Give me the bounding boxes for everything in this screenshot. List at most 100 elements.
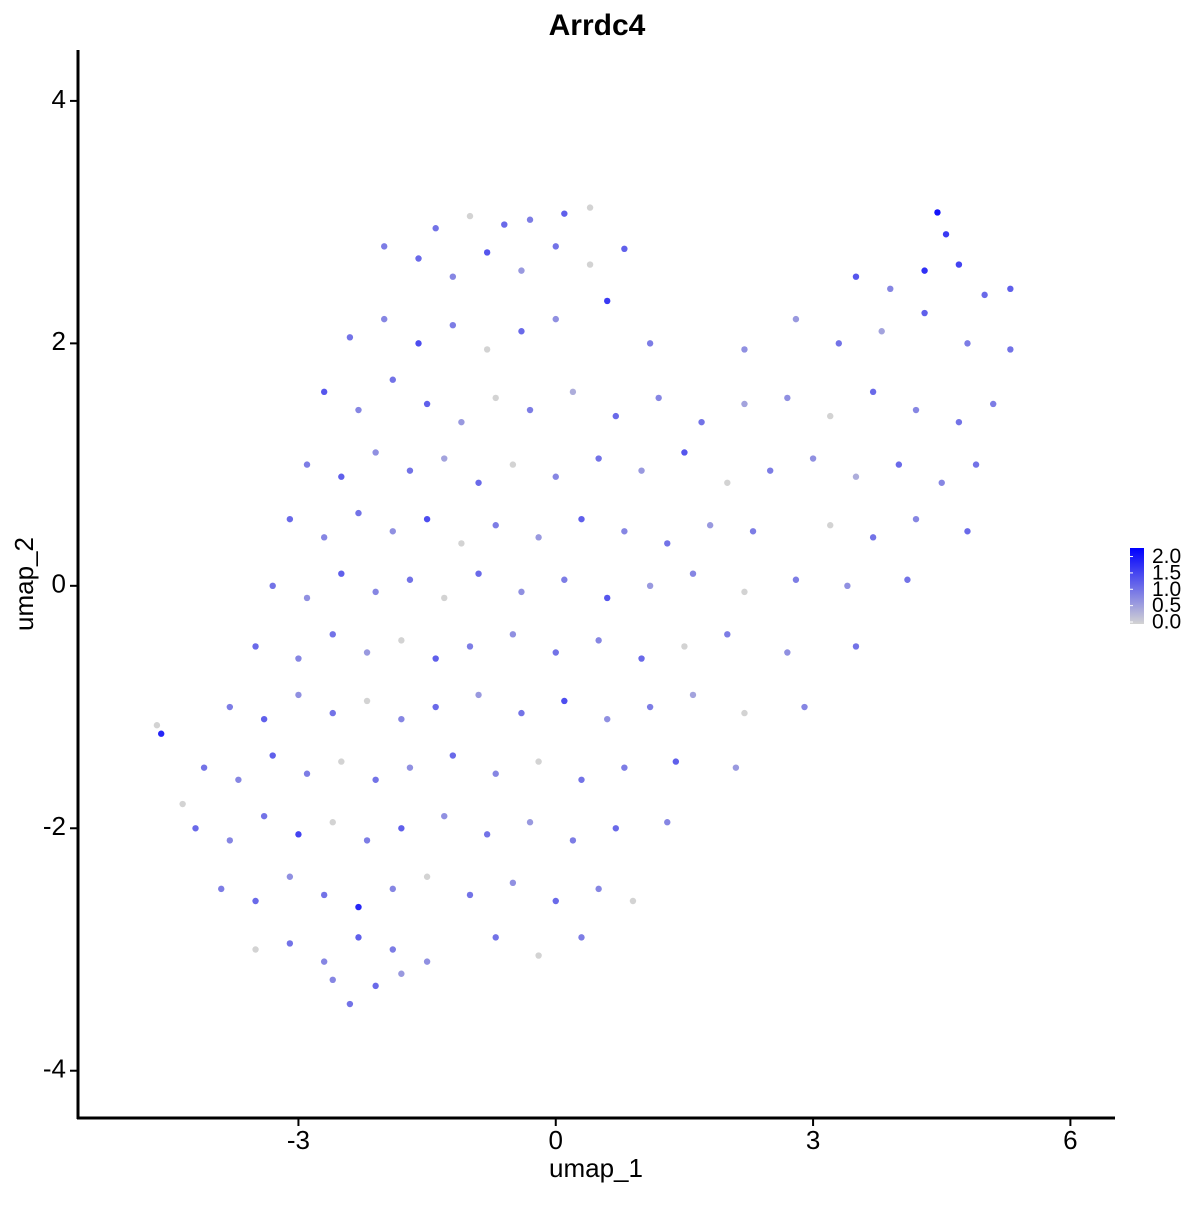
point (355, 934, 362, 941)
point (329, 819, 336, 826)
point (638, 467, 645, 474)
point (329, 631, 336, 638)
point (509, 461, 517, 468)
colorbar-tick-label: 2.0 (1152, 545, 1181, 568)
point (672, 758, 680, 765)
point (475, 691, 482, 699)
point (869, 388, 877, 396)
colorbar-tick-label: 0.5 (1152, 594, 1181, 617)
point (415, 340, 422, 347)
point (295, 831, 302, 838)
point (432, 225, 439, 232)
point (518, 267, 525, 274)
point (706, 522, 714, 529)
point (355, 406, 362, 414)
point (303, 770, 311, 777)
point (389, 946, 396, 953)
point (792, 576, 800, 583)
point (260, 812, 268, 820)
colorbar (1130, 548, 1144, 624)
point (578, 515, 585, 523)
point (286, 515, 294, 523)
point (423, 958, 431, 965)
point (561, 210, 568, 217)
point (869, 534, 877, 541)
point (646, 703, 654, 711)
point (355, 903, 362, 911)
point (320, 388, 328, 396)
point (338, 473, 345, 480)
point (475, 479, 482, 486)
point (509, 631, 517, 638)
point (423, 400, 431, 408)
point (303, 594, 311, 602)
point (535, 758, 542, 765)
point (226, 837, 234, 844)
y-tick-label: 0 (52, 569, 66, 599)
point (153, 722, 161, 729)
point (655, 394, 662, 402)
point (269, 582, 276, 590)
point (509, 879, 517, 887)
point (432, 655, 439, 662)
y-tick-label: -4 (43, 1054, 66, 1084)
point (466, 891, 474, 899)
chart-title: Arrdc4 (549, 9, 646, 42)
point (432, 703, 439, 711)
point (586, 204, 594, 211)
point (844, 582, 851, 590)
point (595, 885, 602, 893)
point (621, 764, 628, 771)
point (381, 243, 388, 250)
point (878, 328, 885, 335)
point (398, 825, 405, 832)
point (852, 643, 860, 650)
point (638, 655, 645, 662)
point (466, 212, 474, 220)
point (483, 249, 491, 256)
point (749, 528, 757, 535)
point (621, 245, 628, 253)
point (964, 528, 971, 535)
point (252, 946, 259, 953)
point (955, 261, 963, 268)
point (286, 940, 294, 947)
point (518, 709, 525, 717)
point (595, 455, 602, 462)
point (363, 697, 371, 705)
point (561, 697, 568, 705)
point (895, 461, 903, 468)
point (801, 703, 808, 711)
point (595, 637, 602, 644)
point (492, 770, 499, 777)
point (363, 649, 371, 656)
point (912, 515, 920, 523)
points (153, 204, 1014, 1008)
point (535, 952, 542, 959)
point (286, 873, 294, 880)
point (346, 1000, 354, 1008)
point (329, 709, 336, 717)
point (518, 328, 525, 335)
point (423, 873, 431, 880)
point (827, 412, 834, 420)
point (269, 752, 276, 759)
point (1007, 285, 1014, 293)
point (406, 576, 414, 583)
point (741, 346, 748, 353)
point (741, 400, 748, 408)
point (741, 588, 748, 596)
colorbar-tick-label: 1.5 (1152, 561, 1181, 584)
x-tick-label: 6 (1063, 1125, 1077, 1155)
point (526, 819, 534, 826)
point (604, 594, 611, 602)
point (689, 570, 697, 577)
point (621, 528, 628, 535)
point (355, 509, 362, 517)
point (475, 570, 482, 577)
point (492, 934, 499, 941)
point (320, 534, 328, 541)
point (664, 540, 671, 547)
point (441, 455, 448, 462)
point (569, 388, 577, 396)
